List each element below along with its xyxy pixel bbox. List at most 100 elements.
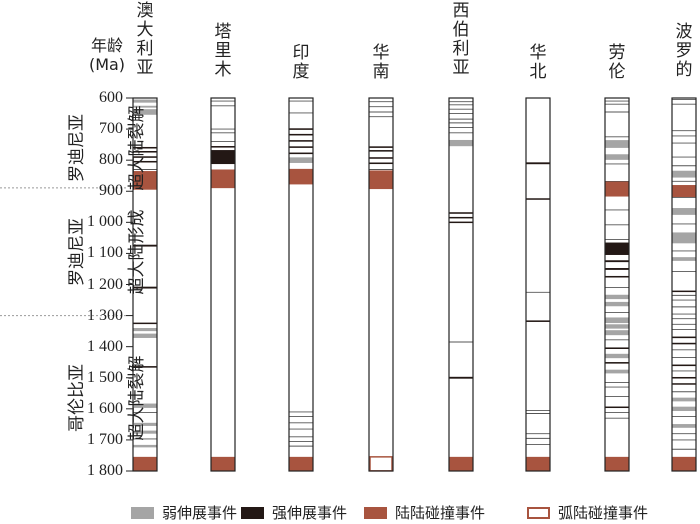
weak-event <box>605 140 629 148</box>
period-label-line2: 超大陆裂解 <box>127 355 147 441</box>
legend-label: 强伸展事件 <box>272 504 348 522</box>
strong-event <box>672 364 696 367</box>
column-label-char: 劳 <box>608 43 626 63</box>
strong-event <box>605 347 629 349</box>
legend-label: 陆陆碰撞事件 <box>395 504 486 522</box>
strong-event <box>133 150 157 153</box>
strong-event <box>605 268 629 270</box>
collision-event <box>526 456 550 471</box>
column-label-char: 塔 <box>214 22 232 42</box>
column-label-char: 度 <box>292 62 310 82</box>
strong-event <box>449 376 473 379</box>
column-frame <box>288 97 314 472</box>
column-frame <box>448 97 474 472</box>
strong-event <box>369 150 393 152</box>
y-axis-title-line1: 年龄 <box>90 36 123 55</box>
column-frame <box>210 97 236 472</box>
strong-event <box>133 322 157 325</box>
collision-event <box>289 456 313 471</box>
strong-event <box>133 244 157 247</box>
legend-swatch-weak <box>131 506 154 519</box>
y-tick-label: 600 <box>99 89 123 106</box>
weak-event <box>605 317 629 324</box>
weak-event <box>605 154 629 160</box>
weak-event <box>133 109 157 115</box>
y-tick-label: 1 600 <box>87 399 123 417</box>
weak-event <box>133 328 157 332</box>
weak-event <box>133 422 157 426</box>
collision-event <box>672 456 696 471</box>
column-label-char: 澳 <box>136 1 154 21</box>
weak-event <box>672 406 696 412</box>
weak-event <box>605 369 629 374</box>
column-label-char: 伦 <box>608 62 626 82</box>
weak-event <box>605 324 629 329</box>
strong-event <box>133 366 157 368</box>
y-tick-label: 1 000 <box>87 213 123 231</box>
y-tick-label: 1 700 <box>87 430 123 448</box>
legend-swatch-collision <box>364 506 387 519</box>
strong-event <box>672 376 696 379</box>
column-frame <box>368 97 394 472</box>
column-frame <box>132 97 158 472</box>
column-label-char: 大 <box>136 20 154 40</box>
strong-event <box>672 342 696 345</box>
y-tick-label: 1 300 <box>87 306 123 324</box>
column-label-char: 北 <box>529 62 547 82</box>
weak-event <box>672 170 696 178</box>
column-label-char: 利 <box>136 39 154 59</box>
strong-event <box>449 216 473 219</box>
strong-event <box>672 290 696 293</box>
column-label: 塔里木 <box>212 23 234 80</box>
legend-item-arc-collision: 弧陆碰撞事件 <box>527 502 648 523</box>
collision-event <box>369 170 393 190</box>
strong-event <box>289 146 313 148</box>
strong-event <box>369 157 393 159</box>
strong-event <box>133 160 157 163</box>
column-label-char: 印 <box>292 43 310 63</box>
weak-event <box>449 139 473 147</box>
column-frame <box>525 97 551 472</box>
strong-event <box>449 221 473 224</box>
legend-item-strong: 强伸展事件 <box>241 502 347 523</box>
strong-event <box>211 146 235 148</box>
strong-event <box>133 146 157 149</box>
collision-event <box>449 456 473 471</box>
column-label: 西伯利亚 <box>450 2 472 78</box>
strong-event <box>526 162 550 165</box>
strong-event <box>133 156 157 158</box>
column-label-char: 木 <box>214 60 232 80</box>
strong-event <box>672 336 696 339</box>
column-label-char: 西 <box>452 1 470 21</box>
weak-event <box>672 257 696 261</box>
column-label-char: 华 <box>372 43 390 63</box>
y-axis-title: 年龄 (Ma) <box>72 36 142 74</box>
y-tick-label: 1 100 <box>87 244 123 262</box>
legend-label: 弧陆碰撞事件 <box>558 504 649 522</box>
column-label-char: 亚 <box>452 58 470 78</box>
strong-event <box>289 128 313 130</box>
weak-event <box>133 333 157 338</box>
weak-event <box>289 157 313 163</box>
strong-event <box>289 133 313 136</box>
weak-event <box>605 301 629 307</box>
column-label-char: 亚 <box>136 58 154 78</box>
period-columbia-breakup: 哥伦比亚 超大陆裂解 <box>27 333 147 463</box>
strong-event <box>605 406 629 409</box>
strong-event <box>605 362 629 364</box>
column-label-char: 罗 <box>675 41 693 61</box>
strong-event <box>526 198 550 200</box>
column-label-char: 的 <box>675 60 693 80</box>
legend: 弱伸展事件 强伸展事件 陆陆碰撞事件 弧陆碰撞事件 <box>0 502 700 522</box>
strong-event <box>133 286 157 289</box>
column-label-char: 伯 <box>452 20 470 40</box>
y-tick-label: 1 400 <box>87 337 123 355</box>
legend-item-collision: 陆陆碰撞事件 <box>364 502 485 523</box>
column-label-char: 里 <box>214 41 232 61</box>
strong-event <box>605 260 629 263</box>
column-label: 华北 <box>527 44 549 82</box>
weak-event <box>672 208 696 215</box>
y-tick-label: 1 500 <box>87 368 123 386</box>
column-frame <box>671 97 697 472</box>
legend-item-weak: 弱伸展事件 <box>131 502 237 523</box>
